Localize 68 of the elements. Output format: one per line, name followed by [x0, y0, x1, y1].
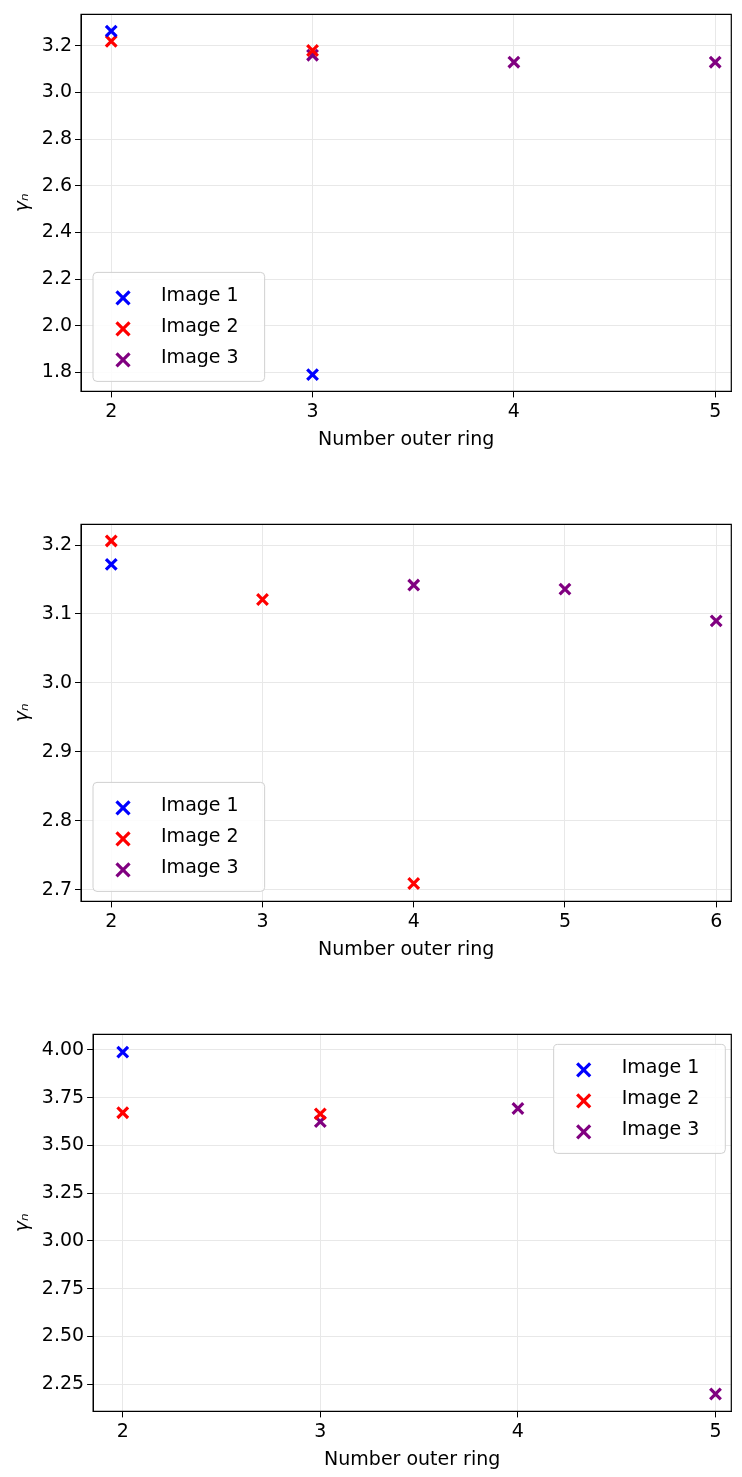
point [305, 367, 320, 382]
point [305, 43, 320, 58]
x-tick-label: 4 [407, 908, 420, 931]
x-tick-label: 4 [507, 398, 520, 421]
x-tick-label: 3 [306, 398, 319, 421]
y-tick-label: 1.8 [41, 359, 73, 382]
y-tick-label: 3.2 [41, 532, 73, 555]
y-tick-label: 3.0 [41, 79, 73, 102]
point [104, 34, 119, 49]
y-tick-label: 2.25 [41, 1371, 85, 1394]
x-axis-title: Number outer ring [318, 936, 495, 959]
y-tick-label: 2.0 [41, 312, 73, 335]
y-tick-label: 2.2 [41, 265, 73, 288]
point [406, 876, 421, 891]
x-tick-label: 3 [314, 1418, 327, 1441]
y-tick-label: 2.4 [41, 219, 73, 242]
x-tick-label: 2 [105, 908, 118, 931]
point [406, 578, 421, 592]
y-tick-label: 3.75 [41, 1084, 85, 1107]
y-tick-label: 3.0 [41, 669, 73, 692]
point [115, 1045, 130, 1060]
x-axis-title: Number outer ring [324, 1446, 501, 1469]
y-tick-label: 3.00 [41, 1227, 85, 1250]
x-tick-label: 2 [105, 398, 118, 421]
point [558, 582, 572, 597]
x-tick-label: 4 [511, 1418, 524, 1441]
y-tick-label: 3.50 [41, 1132, 85, 1155]
y-tick-label: 2.8 [41, 126, 73, 149]
y-tick-label: 2.7 [41, 876, 73, 899]
point [511, 1101, 525, 1116]
point [506, 55, 521, 70]
y-axis-title: γₙ [10, 1213, 33, 1233]
point [104, 557, 119, 572]
x-tick-label: 6 [710, 908, 723, 931]
point [255, 592, 270, 607]
y-tick-label: 2.6 [41, 172, 73, 195]
x-tick-label: 5 [709, 398, 722, 421]
y-axis-title: γₙ [10, 703, 33, 723]
y-tick-label: 2.9 [41, 738, 73, 761]
x-tick-label: 5 [558, 908, 571, 931]
legend-label: Image 1 [161, 282, 239, 305]
legend-label: Image 3 [161, 854, 239, 877]
legend-label: Image 3 [161, 344, 239, 367]
y-tick-label: 2.75 [41, 1275, 85, 1298]
point [708, 1387, 723, 1401]
point [104, 534, 119, 548]
point [708, 55, 723, 70]
y-tick-label: 3.1 [41, 600, 73, 623]
legend-label: Image 3 [621, 1116, 700, 1139]
x-tick-label: 5 [709, 1418, 722, 1441]
point [313, 1106, 328, 1121]
legend-label: Image 1 [621, 1054, 700, 1077]
legend-label: Image 1 [161, 792, 239, 815]
x-axis-title: Number outer ring [318, 426, 495, 449]
legend-label: Image 2 [621, 1085, 700, 1108]
y-tick-label: 3.25 [41, 1180, 85, 1203]
point [709, 613, 724, 628]
y-tick-label: 2.50 [41, 1323, 85, 1346]
y-tick-label: 4.00 [41, 1036, 85, 1059]
point [115, 1105, 130, 1120]
y-tick-label: 3.2 [41, 32, 73, 55]
x-tick-label: 3 [256, 908, 269, 931]
y-axis-title: γₙ [10, 193, 33, 213]
x-tick-label: 2 [116, 1418, 129, 1441]
y-tick-label: 2.8 [41, 807, 73, 830]
legend-label: Image 2 [161, 313, 239, 336]
legend-label: Image 2 [161, 823, 239, 846]
point [104, 24, 119, 39]
